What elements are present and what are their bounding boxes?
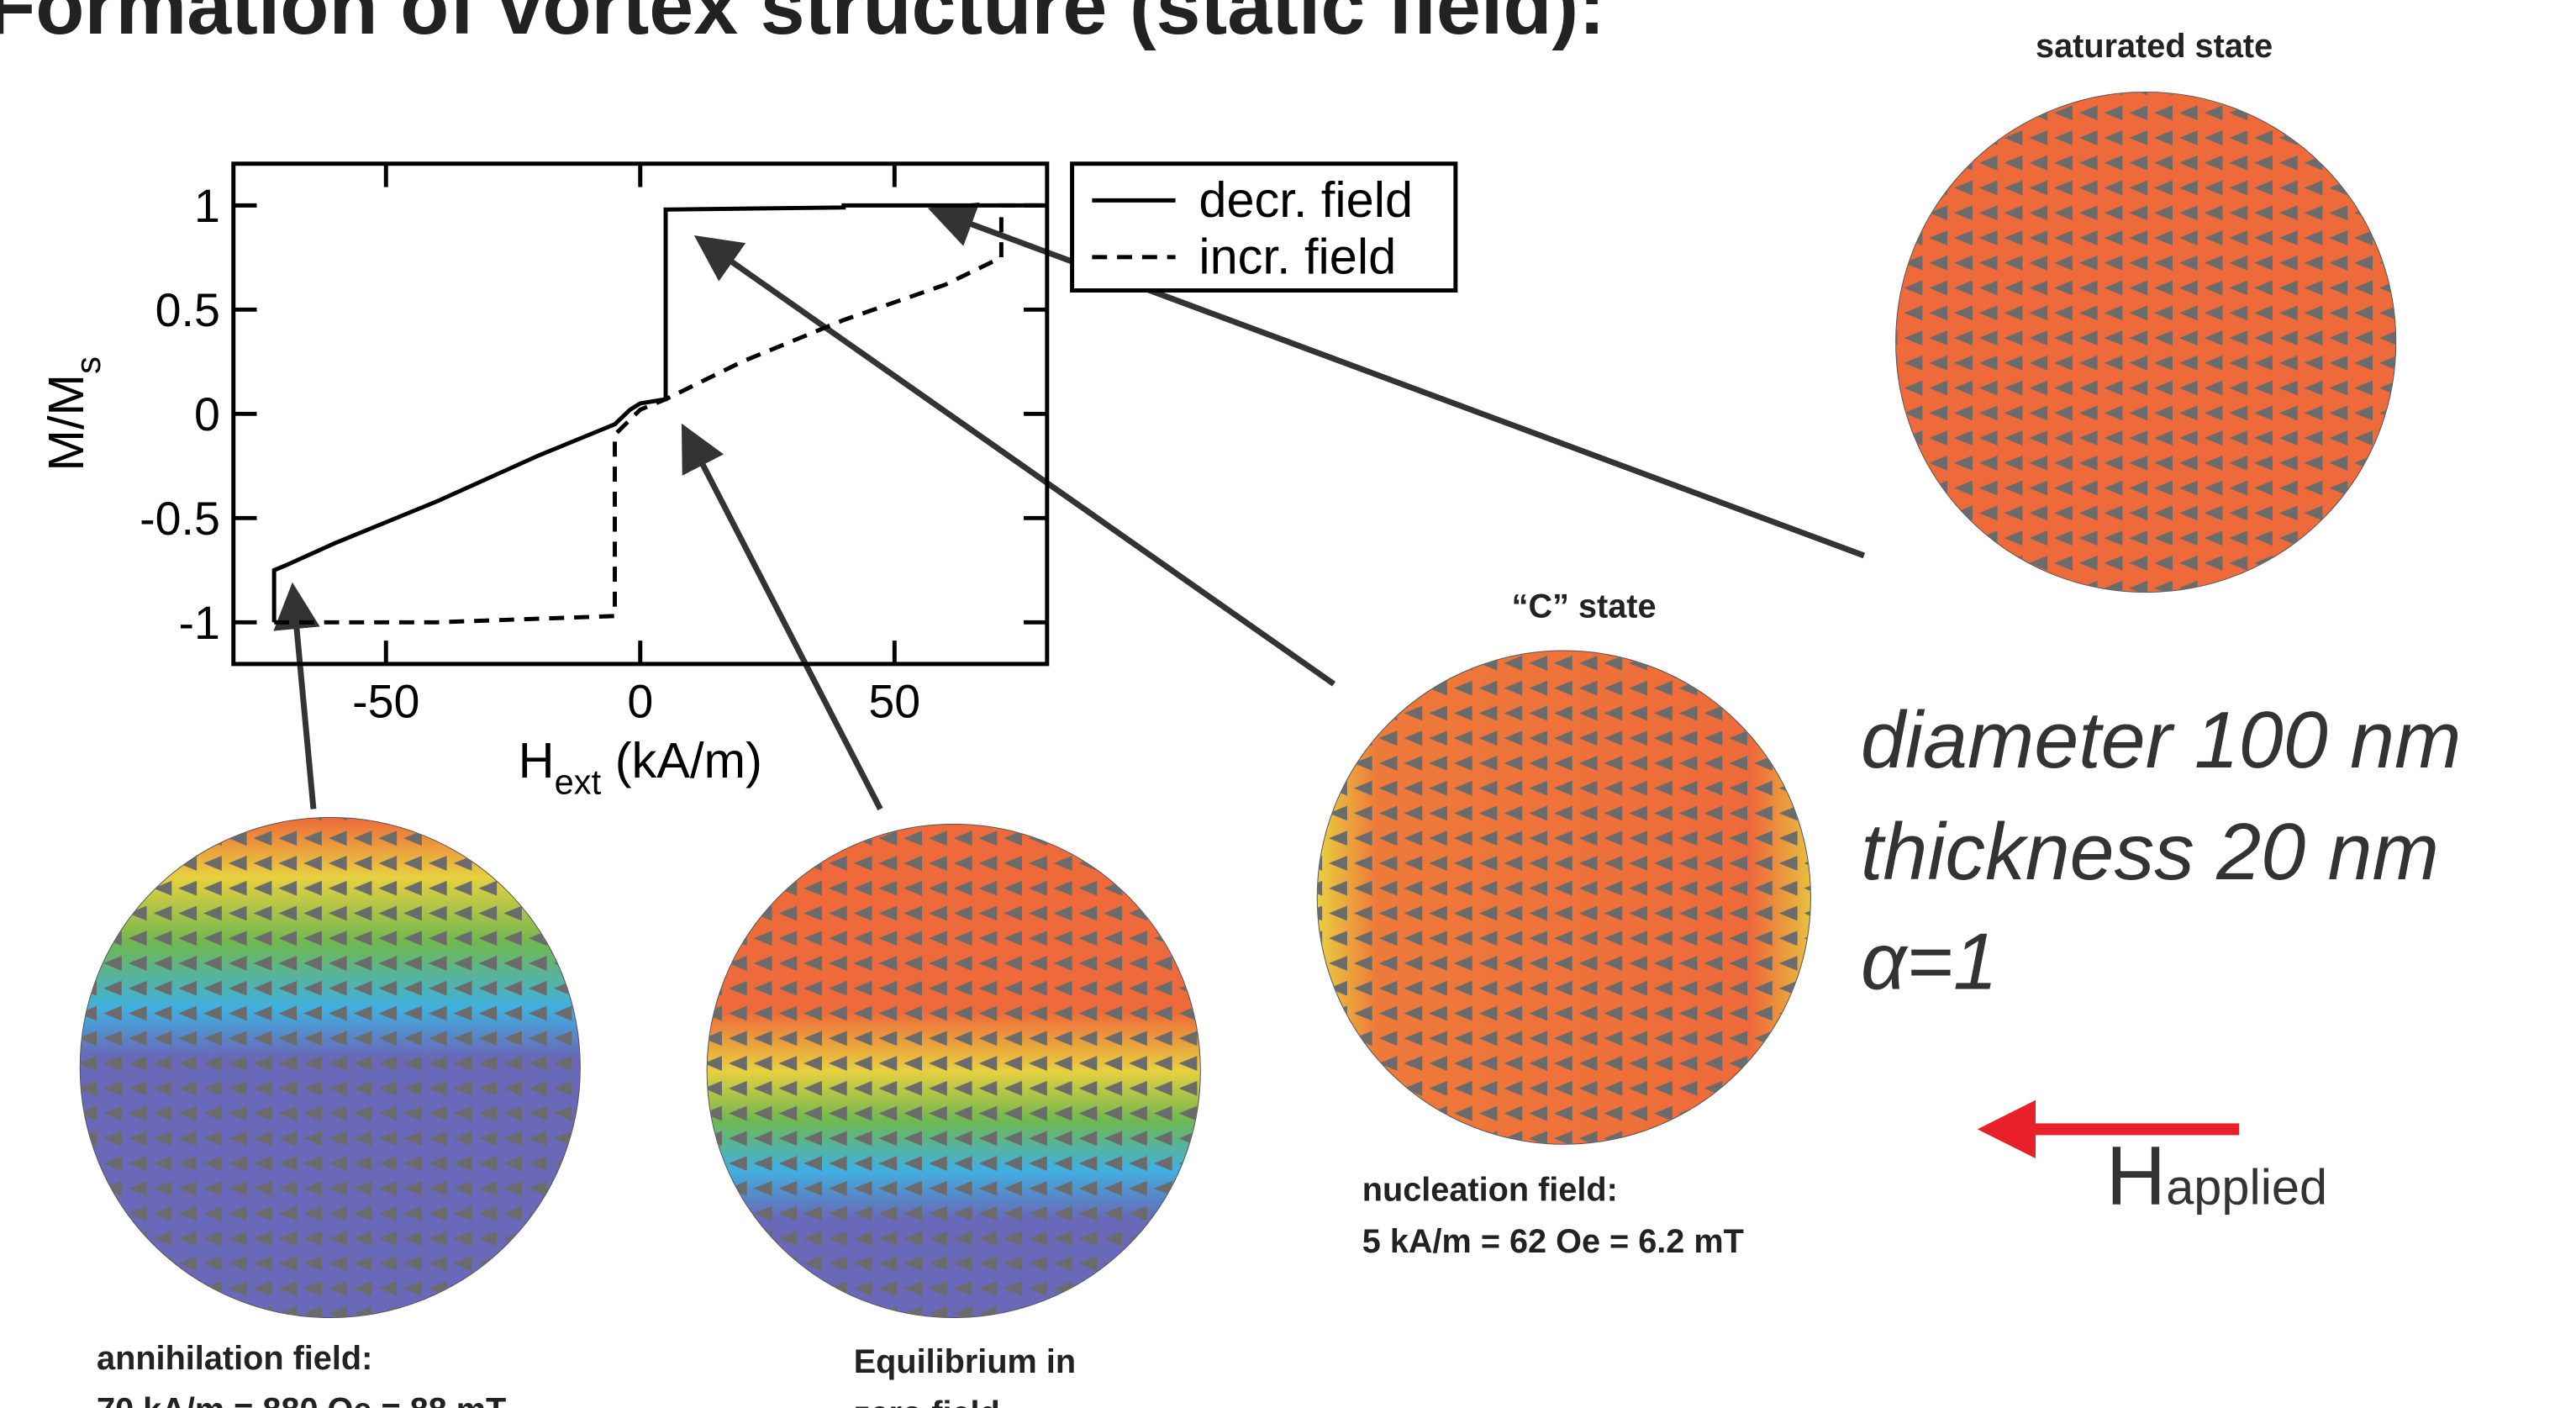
series-line	[271, 203, 1047, 623]
x-tick-label: 50	[868, 675, 920, 727]
y-tick-label: 0.5	[155, 284, 220, 336]
y-axis-label: M/M	[38, 374, 94, 472]
y-tick-label: -0.5	[140, 493, 220, 545]
legend-box	[1070, 161, 1458, 293]
y-tick-label: 0	[194, 388, 220, 440]
caption: zero field	[854, 1395, 1000, 1408]
disk-saturated	[1895, 91, 2397, 593]
series-line	[274, 203, 1047, 625]
caption: Equilibrium in	[854, 1343, 1076, 1380]
caption: 70 kA/m = 880 Oe = 88 mT	[97, 1392, 506, 1408]
disk-equilibrium	[706, 823, 1201, 1319]
legend-label: incr. field	[1198, 229, 1396, 285]
param: diameter 100 nm	[1861, 696, 2462, 785]
slide-title: Formation of vortex structure (static fi…	[0, 0, 1605, 51]
chart: -50 0 50 -1 -0.5 0 0.5 1 Hext (kA/m) M/Ms decr. fi…	[38, 161, 1458, 802]
field-label: Happlied	[2106, 1130, 2328, 1223]
x-axis-label: (kA/m)	[601, 732, 762, 788]
disk-annihilation	[79, 816, 581, 1319]
disk-c-state	[1316, 650, 1811, 1145]
caption: “C” state	[1512, 588, 1657, 625]
x-axis-label: Hext (kA/m)	[519, 732, 762, 802]
x-axis-label: H	[519, 732, 555, 788]
x-tick-label: -50	[352, 675, 419, 727]
legend-label: decr. field	[1198, 171, 1413, 228]
caption: saturated state	[2036, 28, 2273, 65]
y-axis-label: s	[68, 356, 108, 374]
x-tick-label: 0	[627, 675, 653, 727]
y-tick-label: 1	[194, 180, 220, 232]
param: thickness 20 nm	[1861, 808, 2439, 897]
y-axis-label: M/Ms	[38, 356, 108, 472]
caption: nucleation field:	[1362, 1172, 1618, 1209]
caption: 5 kA/m = 62 Oe = 6.2 mT	[1362, 1223, 1744, 1260]
param: α=1	[1861, 918, 1998, 1007]
caption: annihilation field:	[97, 1340, 372, 1377]
y-tick-label: -1	[178, 597, 219, 649]
plot-frame	[231, 161, 1050, 667]
x-axis-label: ext	[555, 762, 602, 802]
